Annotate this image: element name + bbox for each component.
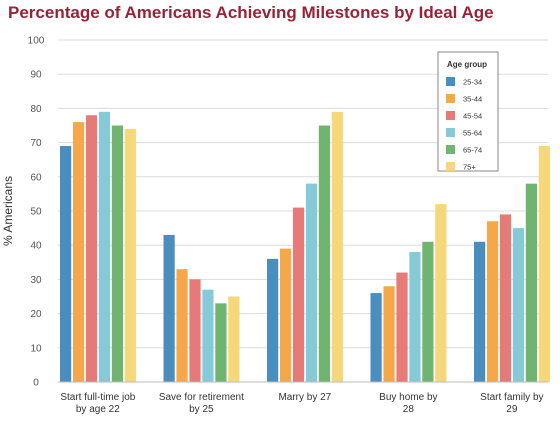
bar-65-74: [422, 241, 434, 382]
y-tick-label: 30: [30, 275, 42, 286]
bar-45-54: [189, 279, 201, 382]
bar-25-34: [60, 146, 72, 382]
x-tick-label: Marry by 27: [278, 392, 331, 403]
bar-45-54: [396, 272, 408, 382]
bar-35-44: [176, 269, 188, 382]
legend-title: Age group: [447, 60, 487, 69]
bar-75-: [228, 296, 240, 382]
y-tick-label: 40: [30, 241, 42, 252]
bar-75-: [538, 146, 550, 382]
bar-55-64: [98, 111, 111, 382]
chart-title: Percentage of Americans Achieving Milest…: [8, 3, 494, 22]
y-tick-label: 60: [30, 172, 42, 183]
legend-swatch: [446, 128, 455, 137]
bar-65-74: [318, 125, 330, 382]
x-tick-label: Save for retirement: [159, 392, 244, 403]
legend-label: 75+: [463, 163, 476, 172]
bar-45-54: [499, 214, 512, 382]
legend-swatch: [446, 162, 455, 171]
legend-label: 45-54: [463, 112, 482, 121]
legend-swatch: [446, 94, 455, 103]
bar-65-74: [215, 303, 227, 382]
x-tick-label: Start full-time job: [60, 392, 135, 403]
bar-25-34: [267, 258, 279, 382]
bar-35-44: [72, 122, 85, 382]
y-tick-label: 10: [30, 343, 42, 354]
legend-label: 25-34: [463, 78, 482, 87]
legend-label: 55-64: [463, 129, 482, 138]
x-tick-label: Buy home by: [379, 392, 437, 403]
x-tick-label: 28: [403, 404, 415, 415]
bar-55-64: [305, 183, 318, 382]
x-tick-label: 29: [506, 404, 518, 415]
bar-55-64: [409, 252, 421, 382]
y-tick-label: 80: [30, 104, 42, 115]
legend-label: 65-74: [463, 146, 482, 155]
bar-75-: [124, 128, 136, 382]
y-tick-label: 100: [28, 36, 45, 47]
bar-25-34: [474, 241, 486, 382]
y-tick-label: 70: [30, 138, 42, 149]
bar-35-44: [486, 221, 499, 382]
y-tick-label: 0: [33, 378, 39, 389]
y-tick-label: 50: [30, 207, 42, 218]
y-axis-label: % Americans: [1, 176, 15, 246]
bar-45-54: [85, 115, 98, 383]
bar-55-64: [202, 289, 214, 382]
x-tick-label: by age 22: [76, 404, 120, 415]
y-tick-label: 90: [30, 70, 42, 81]
legend-label: 35-44: [463, 95, 482, 104]
bar-25-34: [163, 234, 175, 382]
bar-35-44: [279, 248, 292, 382]
legend-swatch: [446, 111, 455, 120]
bar-75-: [435, 204, 447, 382]
y-tick-label: 20: [30, 309, 42, 320]
x-tick-label: by 25: [189, 404, 214, 415]
x-tick-label: Start family by: [480, 392, 543, 403]
bar-65-74: [111, 125, 123, 382]
legend-swatch: [446, 145, 455, 154]
bar-25-34: [370, 293, 382, 382]
bar-55-64: [512, 228, 525, 382]
bar-65-74: [525, 183, 537, 382]
legend-swatch: [446, 77, 455, 86]
bar-35-44: [383, 286, 395, 382]
bar-75-: [331, 111, 343, 382]
bar-45-54: [292, 207, 305, 382]
